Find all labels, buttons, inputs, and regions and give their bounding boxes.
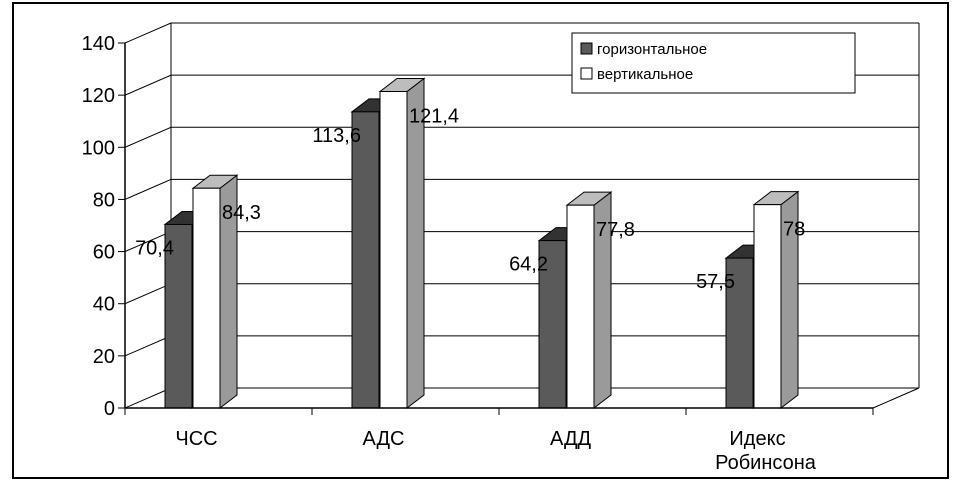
bar-side: [406, 77, 425, 410]
bar: [191, 174, 239, 410]
legend-box: [571, 32, 856, 94]
gridline: [124, 22, 919, 44]
y-tick-label: 60: [93, 242, 115, 264]
bar: [565, 191, 613, 410]
floor: [124, 387, 920, 409]
legend-swatch: [580, 67, 593, 80]
x-category-label: ЧСС: [175, 428, 217, 450]
x-category-label: Робинсона: [715, 452, 817, 474]
y-tick-label: 0: [104, 398, 115, 420]
bar-front: [538, 240, 567, 409]
gridline: [124, 178, 919, 200]
data-label: 78: [783, 219, 805, 241]
bar-front: [725, 257, 754, 409]
legend-swatch: [580, 42, 593, 55]
legend: горизонтальное вертикальное: [571, 32, 856, 94]
data-label: 57,5: [696, 271, 735, 293]
data-label: 64,2: [509, 254, 548, 276]
bars: 70,4 84,3 113,6 121,4 64,2 77,8 57,5 78: [135, 77, 805, 410]
x-category-label: АДС: [363, 428, 405, 450]
bar-front: [379, 90, 408, 409]
y-tick-label: 100: [82, 137, 115, 159]
y-axis: 0 20 40 60 80 100 120 140: [82, 33, 126, 420]
bar-front: [164, 223, 193, 409]
bar: [378, 77, 426, 410]
x-category-label: АДД: [550, 428, 592, 450]
y-tick-label: 20: [93, 346, 115, 368]
data-label: 121,4: [409, 105, 459, 127]
legend-label: вертикальное: [597, 66, 693, 83]
bar-front: [753, 204, 782, 409]
gridline: [124, 126, 919, 148]
y-tick-label: 80: [93, 189, 115, 211]
data-label: 77,8: [596, 219, 635, 241]
x-category-label: Идекс: [729, 428, 785, 450]
bar: [752, 190, 800, 410]
data-label: 113,6: [312, 125, 361, 147]
gridline: [124, 335, 919, 357]
data-label: 70,4: [135, 237, 174, 259]
bar-front: [192, 187, 221, 409]
bar-front: [351, 111, 380, 409]
y-tick-label: 40: [93, 294, 115, 316]
y-tick-label: 120: [82, 85, 115, 107]
y-tick-label: 140: [82, 33, 115, 55]
bar-front: [566, 204, 595, 409]
legend-label: горизонтальное: [597, 41, 707, 58]
data-label: 84,3: [222, 202, 261, 224]
gridline: [124, 283, 919, 305]
